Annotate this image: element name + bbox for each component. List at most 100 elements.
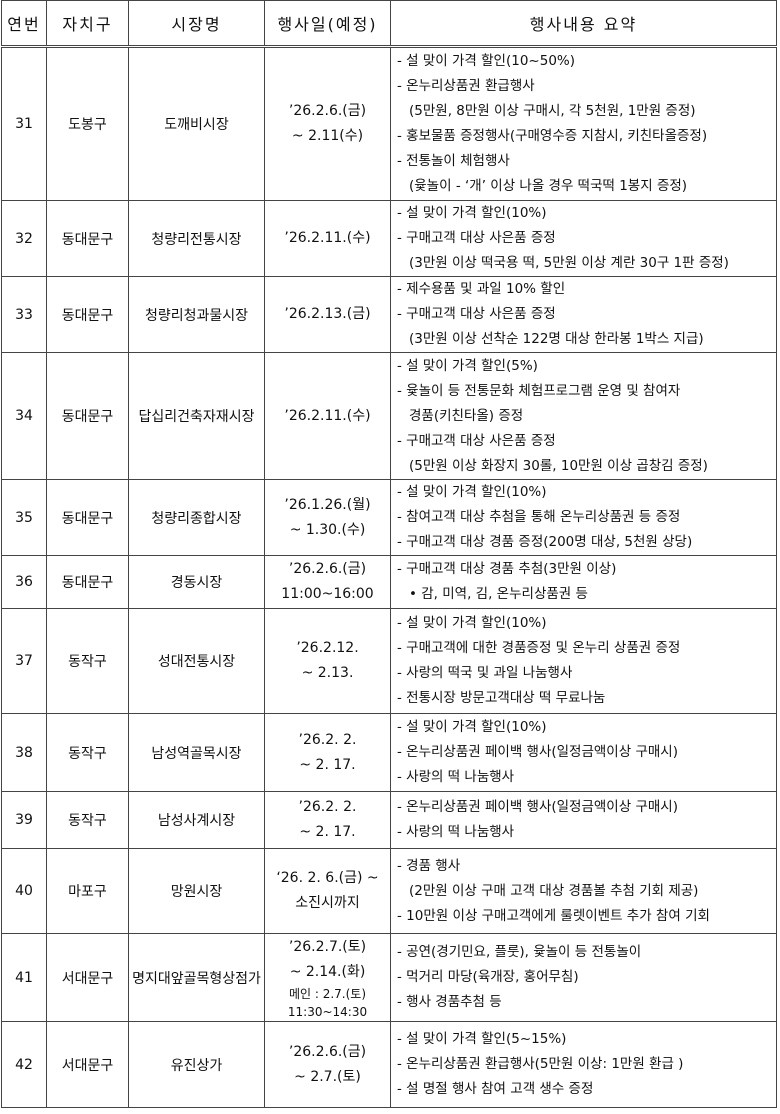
- table-row: 36 동대문구 경동시장 ’26.2.6.(금) 11:00~16:00 - 구매고객 대…: [1, 555, 777, 609]
- row-number: 39: [1, 791, 47, 849]
- content-line: - 설 맞이 가격 할인(10%): [397, 484, 547, 500]
- date-line: ~ 2. 17.: [299, 756, 356, 773]
- table-row: 31 도봉구 도깨비시장 ’26.2.6.(금) ~ 2.11(수) - 설 맞이 가격 …: [1, 46, 777, 201]
- content-line: - 온누리상품권 페이백 행사(일정금액이상 구매시): [397, 744, 678, 760]
- date-line: ~ 2.7.(토): [294, 1068, 361, 1085]
- market-name: 청량리종합시장: [128, 479, 265, 556]
- event-content: - 설 맞이 가격 할인(10%) - 참여고객 대상 추첨을 통해 온누리상품권…: [390, 479, 777, 556]
- district: 동대문구: [46, 352, 129, 480]
- row-number: 40: [1, 848, 47, 934]
- district: 동대문구: [46, 200, 129, 277]
- content-line: - 설 맞이 가격 할인(10%): [397, 205, 547, 221]
- table-row: 40 마포구 망원시장 ‘26. 2. 6.(금) ~ 소진시까지 - 경품 행사 (2만원…: [1, 848, 777, 934]
- row-number: 32: [1, 200, 47, 277]
- date-line: ~ 2.14.(화): [289, 963, 366, 980]
- market-name: 답십리건축자재시장: [128, 352, 265, 480]
- content-line: - 설 맞이 가격 할인(5~15%): [397, 1031, 567, 1047]
- row-number: 37: [1, 608, 47, 714]
- content-line: - 구매고객 대상 사은품 증정: [397, 432, 556, 449]
- content-line: - 홍보물품 증정행사(구매영수증 지참시, 키친타올증정): [397, 128, 708, 144]
- content-line: - 윷놀이 등 전통문화 체험프로그램 운영 및 참여자: [397, 382, 681, 399]
- content-line: - 설 명절 행사 참여 고객 생수 증정: [397, 1081, 594, 1097]
- row-number: 34: [1, 352, 47, 480]
- header-cell: 시장명: [128, 0, 265, 48]
- content-line: - 설 맞이 가격 할인(10~50%): [397, 53, 576, 69]
- content-line: (5만원 이상 화장지 30롤, 10만원 이상 곱창김 증정): [409, 457, 708, 474]
- event-content: - 공연(경기민요, 플룻), 윷놀이 등 전통놀이 - 먹거리 마당(육개장, …: [390, 933, 777, 1022]
- row-number: 35: [1, 479, 47, 556]
- market-name: 유진상가: [128, 1021, 265, 1108]
- table-row: 38 동작구 남성역골목시장 ’26.2. 2. ~ 2. 17. - 설 맞이 가격 할…: [1, 713, 777, 792]
- date-line: ’26.2.11.(수): [284, 230, 371, 246]
- row-number: 42: [1, 1021, 47, 1108]
- market-name: 경동시장: [128, 555, 265, 609]
- date-line: ’26.2. 2.: [298, 731, 357, 748]
- date-line: 소진시까지: [295, 895, 360, 911]
- date-line: 11:30~14:30: [287, 1004, 368, 1019]
- event-content: - 설 맞이 가격 할인(10%) - 구매고객 대상 사은품 증정 (3만원 이상…: [390, 200, 777, 277]
- content-line: (2만원 이상 구매 고객 대상 경품볼 추첨 기회 제공): [409, 882, 699, 899]
- district: 동작구: [46, 791, 129, 849]
- content-line: - 설 맞이 가격 할인(10%): [397, 615, 547, 631]
- date-line: ~ 1.30.(수): [289, 521, 366, 538]
- district: 동작구: [46, 608, 129, 714]
- market-name: 남성역골목시장: [128, 713, 265, 792]
- date-line: ~ 2. 17.: [299, 824, 356, 840]
- content-line: - 10만원 이상 구매고객에게 룰렛이벤트 추가 참여 기회: [397, 907, 710, 924]
- content-line: - 구매고객 대상 경품 추첨(3만원 이상): [397, 561, 617, 577]
- event-content: - 설 맞이 가격 할인(10%) - 구매고객에 대한 경품증정 및 온누리 상…: [390, 608, 777, 714]
- row-number: 38: [1, 713, 47, 792]
- table-row: 34 동대문구 답십리건축자재시장 ’26.2.11.(수) - 설 맞이 가격 할인(…: [1, 352, 777, 480]
- table-row: 33 동대문구 청량리청과물시장 ’26.2.13.(금) - 제수용품 및 과일 10…: [1, 276, 777, 353]
- row-number: 41: [1, 933, 47, 1022]
- date-line: ’26.2.13.(금): [284, 306, 371, 322]
- event-date: ‘26. 2. 6.(금) ~ 소진시까지: [264, 848, 391, 934]
- date-line: ’26.2.6.(금): [288, 103, 367, 119]
- event-date: ’26.2.7.(토) ~ 2.14.(화) 메인 : 2.7.(토) 11:30~1…: [264, 933, 391, 1022]
- district: 동대문구: [46, 276, 129, 353]
- content-line: - 구매고객에 대한 경품증정 및 온누리 상품권 증정: [397, 640, 681, 656]
- table-row: 42 서대문구 유진상가 ’26.2.6.(금) ~ 2.7.(토) - 설 맞이 가격 …: [1, 1021, 777, 1108]
- table-row: 37 동작구 성대전통시장 ’26.2.12. ~ 2.13. - 설 맞이 가격 할인(…: [1, 608, 777, 714]
- event-content: - 설 맞이 가격 할인(5%) - 윷놀이 등 전통문화 체험프로그램 운영 및…: [390, 352, 777, 480]
- event-content: - 경품 행사 (2만원 이상 구매 고객 대상 경품볼 추첨 기회 제공) - 1…: [390, 848, 777, 934]
- content-line: (5만원, 8만원 이상 구매시, 각 5천원, 1만원 증정): [409, 103, 696, 119]
- content-line: 경품(키친타올) 증정: [409, 407, 524, 424]
- event-date: ’26.2.13.(금): [264, 276, 391, 353]
- header-cell: 행사내용 요약: [390, 0, 777, 48]
- date-line: ~ 2.11(수): [291, 128, 364, 144]
- district: 마포구: [46, 848, 129, 934]
- event-content: - 설 맞이 가격 할인(5~15%) - 온누리상품권 환급행사(5만원 이상:…: [390, 1021, 777, 1108]
- content-line: - 제수용품 및 과일 10% 할인: [397, 281, 566, 297]
- table-row: 35 동대문구 청량리종합시장 ’26.1.26.(월) ~ 1.30.(수) - 설 맞…: [1, 479, 777, 556]
- district: 서대문구: [46, 933, 129, 1022]
- header-cell: 행사일(예정): [264, 0, 391, 48]
- header-row: 연번 자치구 시장명 행사일(예정) 행사내용 요약: [1, 0, 777, 48]
- event-content: - 설 맞이 가격 할인(10%) - 온누리상품권 페이백 행사(일정금액이상 …: [390, 713, 777, 792]
- district: 동작구: [46, 713, 129, 792]
- event-date: ’26.2.6.(금) 11:00~16:00: [264, 555, 391, 609]
- table-row: 41 서대문구 명지대앞골목형상점가 ’26.2.7.(토) ~ 2.14.(화) 메인 …: [1, 933, 777, 1022]
- date-line: ’26.2. 2.: [298, 799, 357, 815]
- content-line: (윷놀이 - ‘개’ 이상 나올 경우 떡국떡 1봉지 증정): [409, 178, 688, 194]
- content-line: - 구매고객 대상 사은품 증정: [397, 306, 556, 322]
- content-line: - 구매고객 대상 경품 증정(200명 대상, 5천원 상당): [397, 534, 693, 550]
- date-line: 11:00~16:00: [281, 586, 374, 602]
- row-number: 36: [1, 555, 47, 609]
- content-line: - 공연(경기민요, 플룻), 윷놀이 등 전통놀이: [397, 944, 642, 960]
- event-content: - 제수용품 및 과일 10% 할인 - 구매고객 대상 사은품 증정 (3만원 이…: [390, 276, 777, 353]
- district: 동대문구: [46, 555, 129, 609]
- date-line: ’26.2.11.(수): [284, 407, 371, 424]
- content-line: - 참여고객 대상 추첨을 통해 온누리상품권 등 증정: [397, 509, 681, 525]
- event-date: ’26.2.11.(수): [264, 200, 391, 277]
- market-name: 청량리청과물시장: [128, 276, 265, 353]
- event-content: - 온누리상품권 페이백 행사(일정금액이상 구매시) - 사랑의 떡 나눔행사: [390, 791, 777, 849]
- content-line: - 전통시장 방문고객대상 떡 무료나눔: [397, 690, 606, 706]
- date-line: ’26.2.7.(토): [288, 938, 367, 955]
- market-name: 망원시장: [128, 848, 265, 934]
- header-cell: 연번: [1, 0, 47, 48]
- date-line: ~ 2.13.: [301, 665, 354, 681]
- content-line: - 온누리상품권 페이백 행사(일정금액이상 구매시): [397, 799, 678, 815]
